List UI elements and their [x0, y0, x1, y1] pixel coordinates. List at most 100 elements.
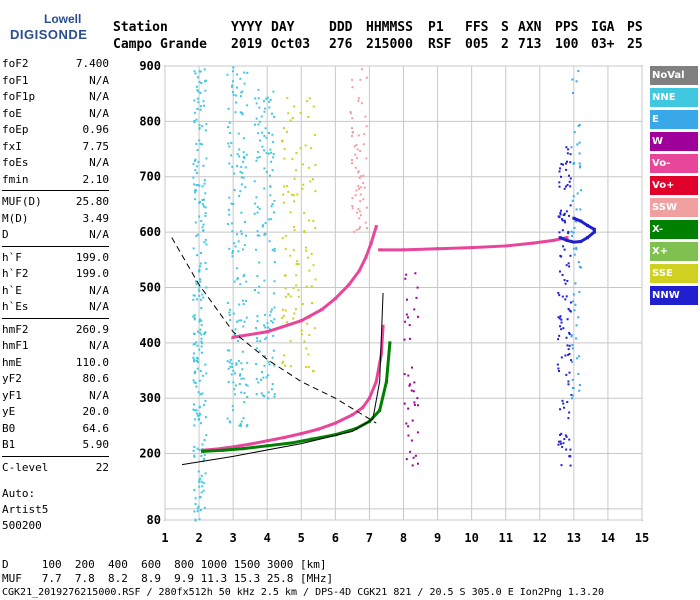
echo-dot — [255, 326, 258, 329]
echo-dot — [563, 248, 566, 251]
echo-dot — [193, 189, 196, 192]
echo-dot — [204, 472, 207, 475]
echo-dot — [565, 336, 568, 339]
echo-dot — [237, 240, 240, 243]
echo-dot — [356, 211, 359, 214]
echo-dot — [292, 249, 295, 252]
echo-dot — [199, 496, 202, 499]
echo-dot — [193, 445, 196, 448]
param-row: h`Es N/A — [2, 299, 109, 316]
echo-dot — [193, 70, 196, 73]
echo-dot — [308, 219, 311, 222]
echo-dot — [242, 303, 245, 306]
echo-dot — [568, 214, 571, 217]
echo-dot — [265, 336, 268, 339]
echo-dot — [253, 289, 256, 292]
param-name: h`F — [2, 250, 22, 264]
echo-dot — [192, 176, 195, 179]
echo-dot — [264, 326, 267, 329]
param-row: h`F 199.0 — [2, 250, 109, 267]
echo-dot — [305, 365, 308, 368]
echo-dot — [231, 70, 234, 73]
echo-dot — [273, 364, 276, 367]
echo-dot — [239, 190, 242, 193]
param-row: C-level 22 — [2, 460, 109, 477]
echo-dot — [243, 244, 246, 247]
echo-dot — [198, 348, 201, 351]
echo-dot — [265, 170, 268, 173]
echo-dot — [234, 372, 237, 375]
echo-dot — [575, 80, 578, 83]
echo-dot — [257, 150, 260, 153]
echo-dot — [289, 119, 292, 122]
echo-dot — [192, 343, 195, 346]
echo-dot — [270, 112, 273, 115]
echo-dot — [270, 308, 273, 311]
echo-dot — [239, 373, 242, 376]
echo-dot — [417, 404, 420, 407]
echo-dot — [570, 146, 573, 149]
echo-dot — [408, 337, 411, 340]
echo-dot — [310, 147, 313, 150]
echo-dot — [569, 254, 572, 257]
echo-dot — [198, 215, 201, 218]
echo-dot — [268, 314, 271, 317]
echo-dot — [256, 337, 259, 340]
echo-dot — [294, 308, 297, 311]
echo-dot — [232, 369, 235, 372]
echo-dot — [263, 364, 266, 367]
echo-dot — [568, 333, 571, 336]
echo-dot — [567, 417, 570, 420]
trace-point — [299, 432, 303, 436]
echo-dot — [199, 280, 202, 283]
header-label-year: YYYY — [231, 20, 263, 35]
trace-point — [320, 308, 324, 312]
echo-dot — [292, 194, 295, 197]
echo-dot — [354, 166, 357, 169]
echo-dot — [564, 282, 567, 285]
echo-dot — [193, 332, 196, 335]
echo-dot — [237, 250, 240, 253]
echo-dot — [578, 166, 581, 169]
echo-dot — [203, 506, 206, 509]
param-name: MUF(D) — [2, 195, 42, 208]
echo-dot — [198, 480, 201, 483]
echo-dot — [558, 294, 561, 297]
echo-dot — [203, 241, 206, 244]
echo-dot — [202, 229, 205, 232]
echo-dot — [568, 180, 571, 183]
echo-dot — [351, 197, 354, 200]
echo-dot — [197, 288, 200, 291]
echo-dot — [564, 298, 567, 301]
param-value: N/A — [89, 106, 109, 120]
echo-dot — [226, 360, 229, 363]
echo-dot — [262, 324, 265, 327]
echo-dot — [358, 228, 361, 231]
echo-dot — [558, 334, 561, 337]
param-row: D N/A — [2, 227, 109, 244]
echo-dot — [287, 112, 290, 115]
echo-dot — [194, 72, 197, 75]
brand-main: DIGISONDE — [10, 27, 88, 42]
legend-item: X- — [650, 220, 698, 239]
echo-dot — [259, 139, 262, 142]
echo-dot — [228, 420, 231, 423]
header-value-pps: 100 — [555, 37, 579, 52]
echo-dot — [312, 105, 315, 108]
echo-dot — [573, 253, 576, 256]
echo-dot — [409, 450, 412, 453]
echo-dot — [562, 402, 565, 405]
echo-dot — [201, 443, 204, 446]
echo-dot — [362, 182, 365, 185]
header-value-station: Campo Grande — [113, 37, 207, 52]
echo-dot — [202, 489, 205, 492]
echo-dot — [193, 314, 196, 317]
param-name: B0 — [2, 421, 16, 435]
echo-dot — [304, 246, 307, 249]
trace-point — [504, 244, 508, 248]
trace-point — [221, 448, 225, 452]
echo-dot — [359, 175, 362, 178]
echo-dot — [193, 358, 196, 361]
echo-dot — [413, 308, 416, 311]
echo-dot — [228, 361, 231, 364]
